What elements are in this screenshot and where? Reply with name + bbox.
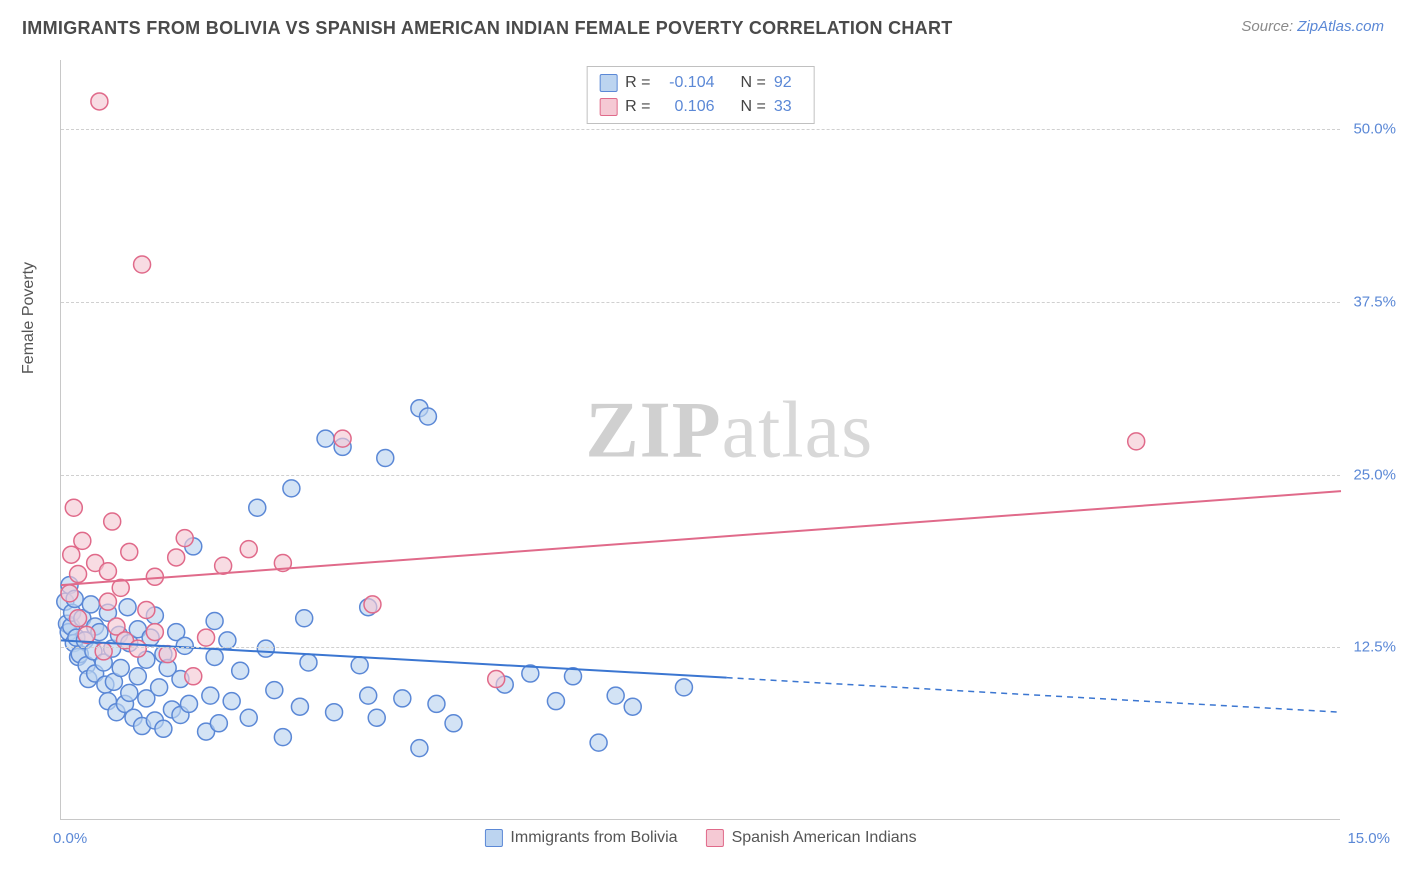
data-point-bolivia [547,693,564,710]
data-point-bolivia [351,657,368,674]
legend-item-bolivia: Immigrants from Bolivia [484,829,677,847]
data-point-bolivia [411,740,428,757]
chart-header: IMMIGRANTS FROM BOLIVIA VS SPANISH AMERI… [22,18,1384,39]
y-tick-label: 25.0% [1353,466,1396,483]
data-point-spanish_indian [104,513,121,530]
source-attribution: Source: ZipAtlas.com [1241,18,1384,35]
x-tick-label: 15.0% [1347,830,1390,847]
chart-title: IMMIGRANTS FROM BOLIVIA VS SPANISH AMERI… [22,18,953,39]
data-point-bolivia [291,698,308,715]
data-point-spanish_indian [146,624,163,641]
data-point-bolivia [249,499,266,516]
source-prefix: Source: [1241,18,1297,35]
legend-item-spanish: Spanish American Indians [706,829,917,847]
data-point-bolivia [232,662,249,679]
data-point-spanish_indian [364,596,381,613]
swatch-spanish [706,829,724,847]
data-point-spanish_indian [129,640,146,657]
data-point-bolivia [82,596,99,613]
data-point-spanish_indian [74,532,91,549]
data-point-spanish_indian [95,643,112,660]
data-point-bolivia [257,640,274,657]
data-point-bolivia [129,668,146,685]
data-point-bolivia [675,679,692,696]
data-point-bolivia [206,613,223,630]
data-point-spanish_indian [91,93,108,110]
data-point-bolivia [210,715,227,732]
data-point-bolivia [368,709,385,726]
data-point-bolivia [121,684,138,701]
data-point-bolivia [206,648,223,665]
legend-label-spanish: Spanish American Indians [732,829,917,847]
data-point-bolivia [624,698,641,715]
data-point-bolivia [202,687,219,704]
data-point-bolivia [119,599,136,616]
data-point-spanish_indian [168,549,185,566]
data-point-bolivia [296,610,313,627]
chart-svg [61,60,1340,819]
data-point-spanish_indian [185,668,202,685]
y-tick-label: 12.5% [1353,639,1396,656]
data-point-spanish_indian [70,566,87,583]
data-point-bolivia [419,408,436,425]
data-point-spanish_indian [240,541,257,558]
data-point-spanish_indian [70,610,87,627]
data-point-spanish_indian [65,499,82,516]
data-point-bolivia [266,682,283,699]
plot-area: ZIPatlas R = -0.104 N = 92 R = 0.106 N =… [60,60,1340,820]
source-link[interactable]: ZipAtlas.com [1297,18,1384,35]
data-point-bolivia [300,654,317,671]
data-point-spanish_indian [99,563,116,580]
data-point-bolivia [176,637,193,654]
grid-line [61,302,1340,303]
data-point-bolivia [151,679,168,696]
data-point-bolivia [445,715,462,732]
data-point-spanish_indian [334,430,351,447]
data-point-spanish_indian [176,530,193,547]
grid-line [61,475,1340,476]
y-tick-label: 37.5% [1353,293,1396,310]
data-point-bolivia [223,693,240,710]
x-tick-label: 0.0% [53,830,87,847]
data-point-bolivia [317,430,334,447]
data-point-spanish_indian [61,585,78,602]
data-point-bolivia [394,690,411,707]
y-axis-label: Female Poverty [20,262,38,374]
grid-line [61,129,1340,130]
series-legend: Immigrants from Bolivia Spanish American… [484,829,916,847]
data-point-bolivia [283,480,300,497]
data-point-spanish_indian [1128,433,1145,450]
data-point-bolivia [607,687,624,704]
grid-line [61,647,1340,648]
data-point-spanish_indian [138,601,155,618]
swatch-bolivia [484,829,502,847]
data-point-bolivia [155,720,172,737]
legend-label-bolivia: Immigrants from Bolivia [510,829,677,847]
data-point-bolivia [360,687,377,704]
data-point-bolivia [377,449,394,466]
data-point-spanish_indian [99,593,116,610]
data-point-spanish_indian [215,557,232,574]
data-point-spanish_indian [134,256,151,273]
data-point-spanish_indian [121,543,138,560]
data-point-bolivia [274,729,291,746]
data-point-bolivia [240,709,257,726]
data-point-bolivia [112,660,129,677]
data-point-bolivia [181,695,198,712]
data-point-spanish_indian [198,629,215,646]
data-point-spanish_indian [63,546,80,563]
data-point-bolivia [326,704,343,721]
data-point-spanish_indian [488,671,505,688]
y-tick-label: 50.0% [1353,121,1396,138]
data-point-bolivia [428,695,445,712]
data-point-bolivia [590,734,607,751]
